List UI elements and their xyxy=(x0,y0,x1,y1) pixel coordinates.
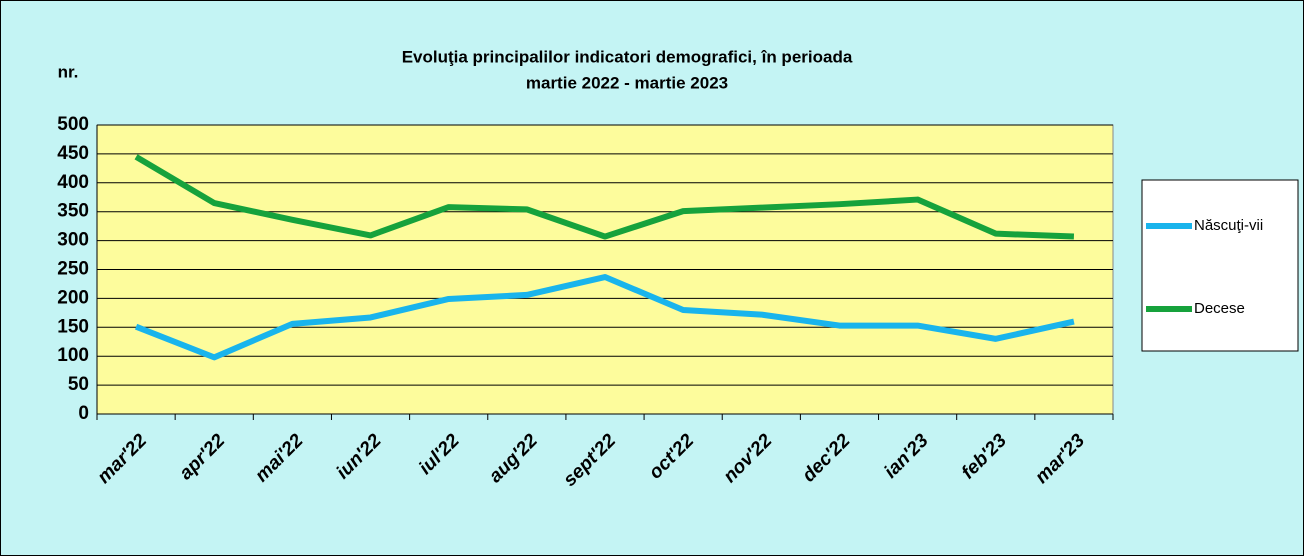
y-axis-label: nr. xyxy=(58,62,79,81)
y-tick-label: 400 xyxy=(57,172,89,193)
y-tick-label: 500 xyxy=(57,114,89,135)
chart-title: Evoluţia principalilor indicatori demogr… xyxy=(402,47,853,66)
y-tick-label: 250 xyxy=(57,259,89,280)
legend xyxy=(1141,179,1299,352)
legend-label: Născuţi-vii xyxy=(1194,217,1263,234)
y-tick-label: 350 xyxy=(57,201,89,222)
y-tick-label: 150 xyxy=(57,316,89,337)
chart-title: martie 2022 - martie 2023 xyxy=(526,73,728,92)
line-series xyxy=(134,274,1075,361)
y-tick-label: 100 xyxy=(57,345,89,366)
line-series xyxy=(134,154,1075,240)
y-tick-label: 50 xyxy=(68,374,89,395)
legend-label: Decese xyxy=(1194,300,1245,317)
y-tick-label: 0 xyxy=(78,403,89,424)
y-tick-label: 300 xyxy=(57,230,89,251)
y-tick-label: 200 xyxy=(57,287,89,308)
y-tick-label: 450 xyxy=(57,143,89,164)
